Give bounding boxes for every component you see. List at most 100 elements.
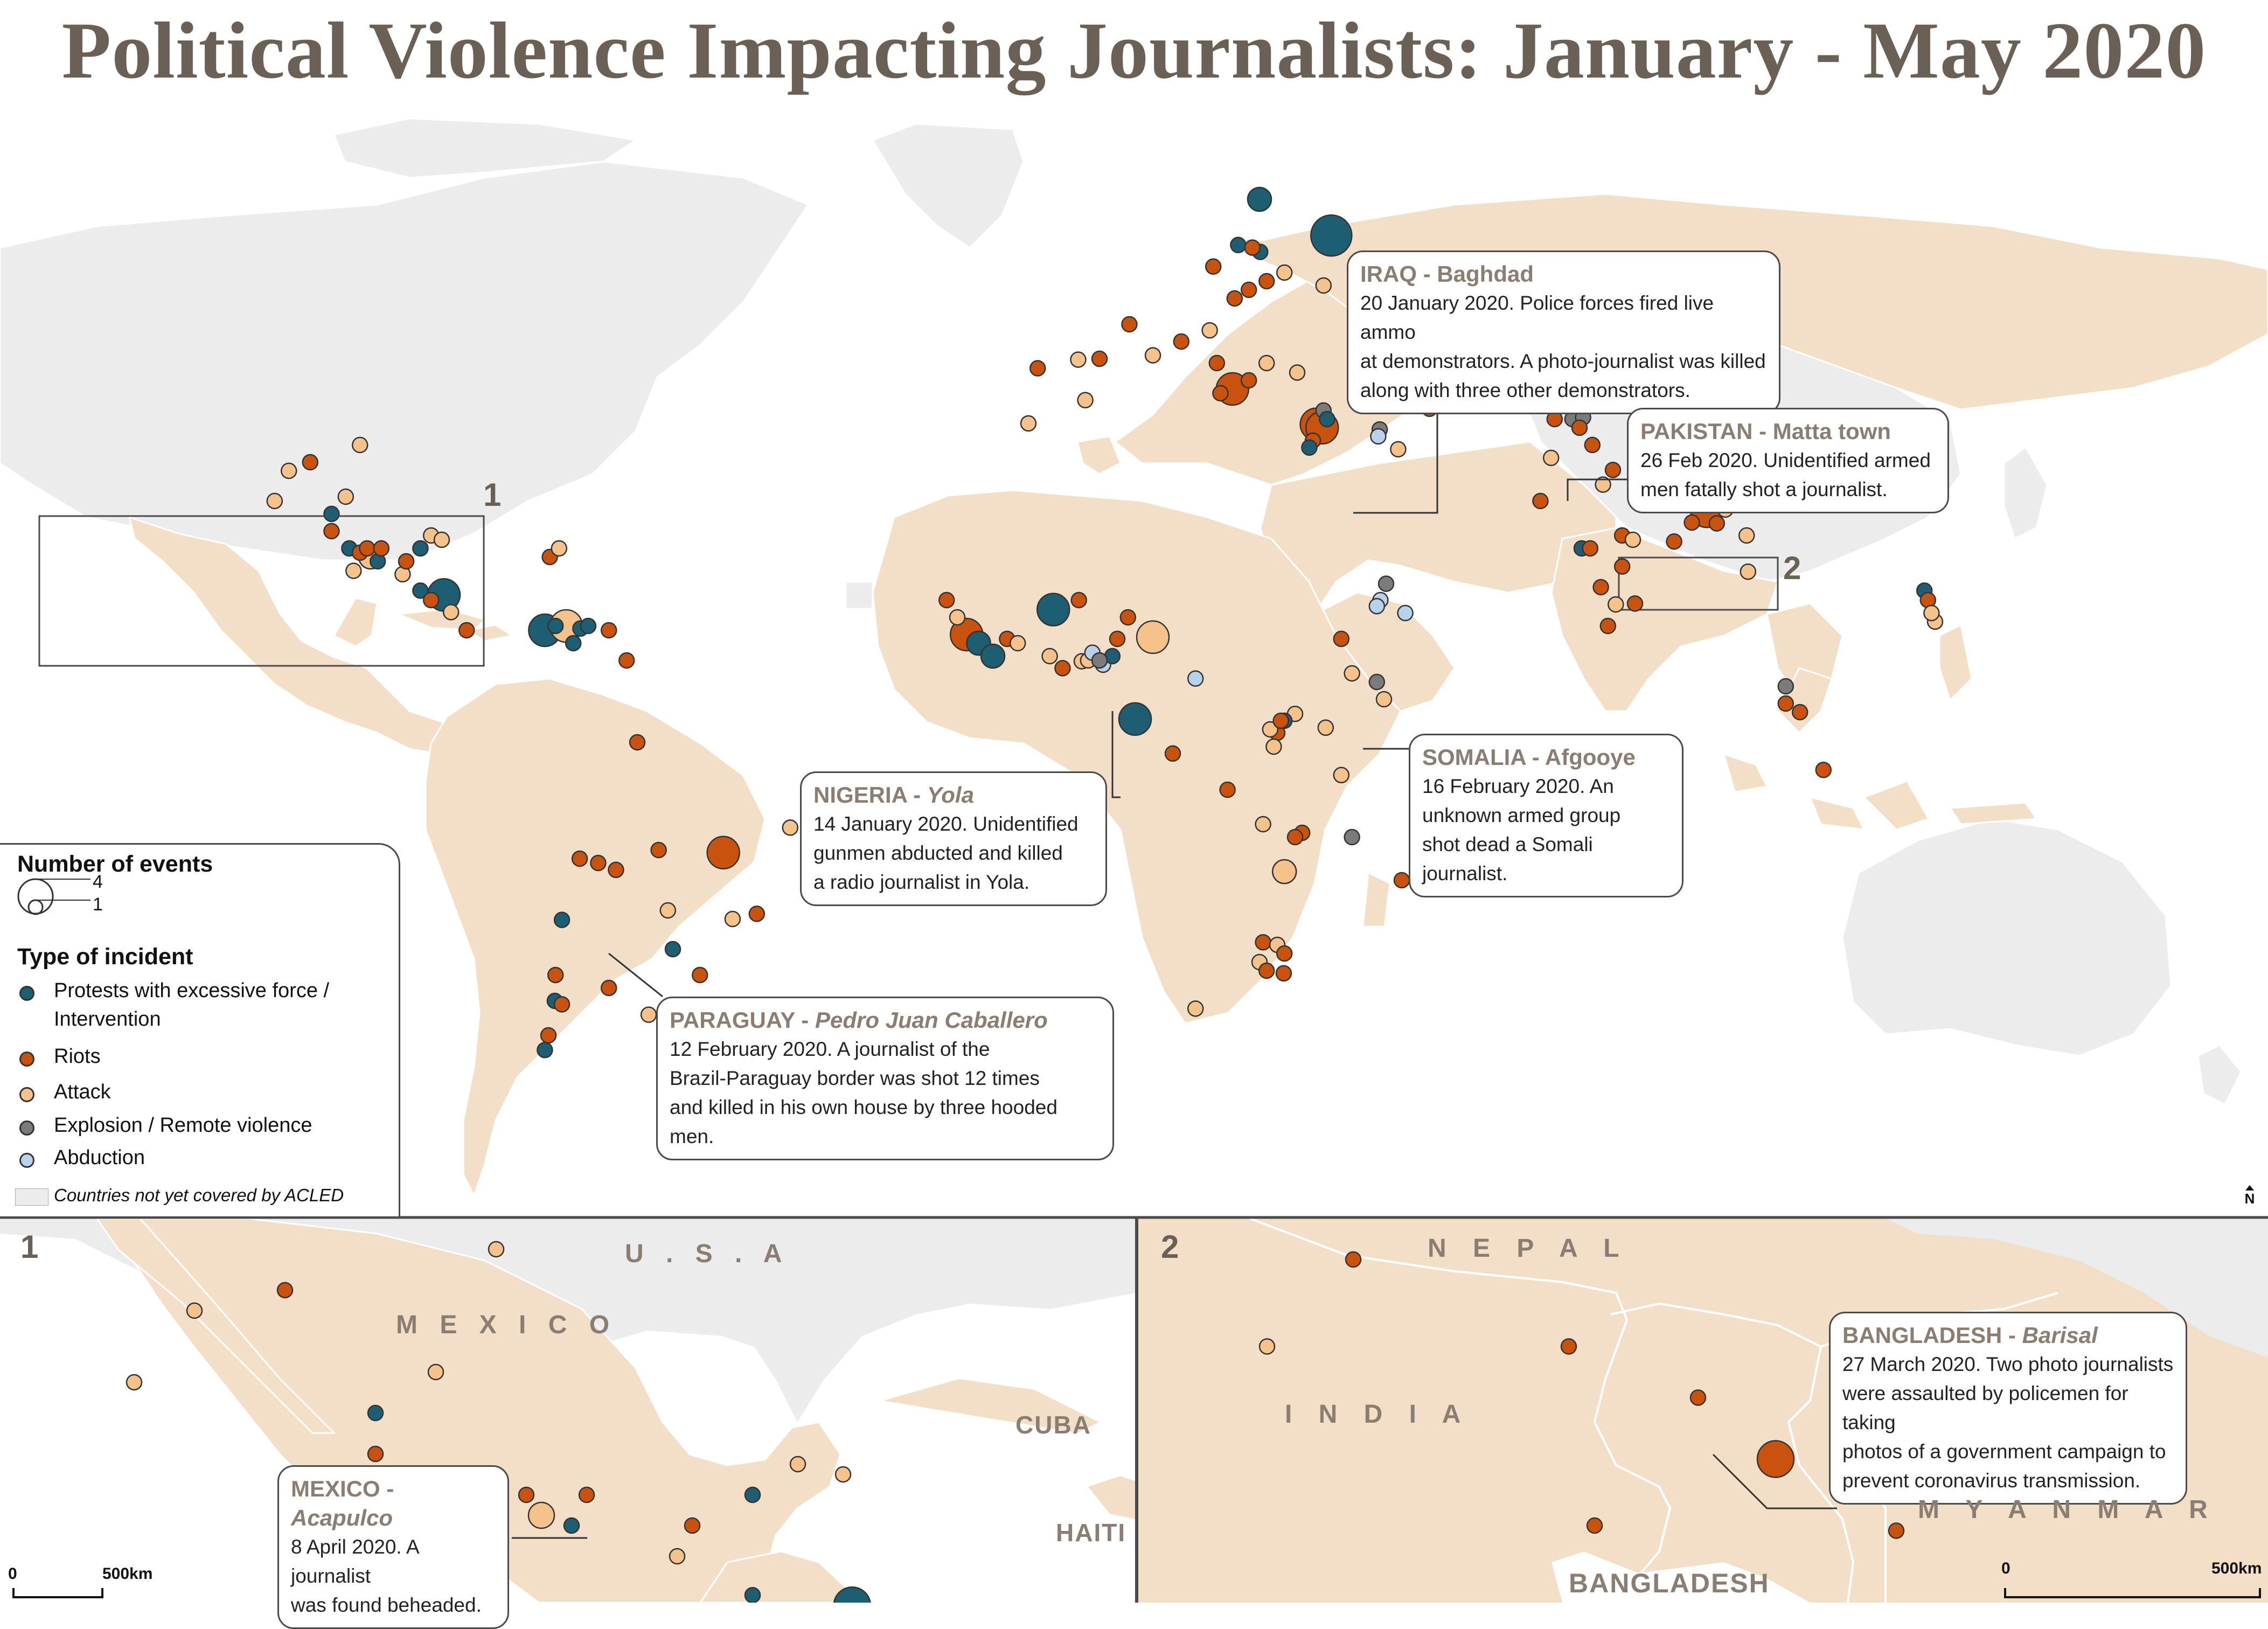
inset1-event-marker-attack (126, 1374, 143, 1391)
event-marker-riots (600, 622, 617, 639)
scale2-zero: 0 (2001, 1560, 2010, 1577)
scale2-distance: 500km (2211, 1560, 2262, 1577)
event-marker-riots (1091, 350, 1108, 367)
inset1-haiti-label: HAITI (1056, 1519, 1126, 1547)
inset1-marker-main: 1 (483, 477, 502, 513)
event-marker-attack (1020, 415, 1037, 432)
event-marker-riots (547, 966, 564, 984)
event-marker-protests (1036, 593, 1070, 626)
inset1-event-marker-riots (684, 1517, 701, 1534)
event-marker-protests (1319, 410, 1335, 428)
event-marker-riots (1275, 965, 1292, 982)
event-marker-explosion (1368, 673, 1386, 691)
inset1-event-marker-riots (367, 1445, 384, 1463)
inset2-china-uncovered (1886, 1219, 2268, 1358)
event-marker-riots (1226, 290, 1243, 307)
event-marker-riots (1244, 239, 1261, 256)
event-marker-riots (1109, 630, 1126, 648)
event-marker-attack (1344, 665, 1360, 682)
event-marker-attack (351, 436, 368, 454)
event-marker-protests (565, 635, 582, 652)
inset2-event-marker-attack (1258, 1338, 1276, 1355)
event-marker-riots (1571, 419, 1588, 436)
callout-pakistan-place: Matta town (1772, 419, 1891, 444)
event-marker-protests (664, 941, 681, 958)
inset2-event-marker-riots (1756, 1440, 1795, 1478)
event-marker-riots (706, 836, 740, 870)
inset1-event-marker-attack (834, 1466, 852, 1483)
callout-nigeria-place: Yola (927, 782, 974, 807)
event-marker-attack (1276, 264, 1293, 281)
event-marker-attack (1271, 859, 1297, 885)
inset1-event-marker-riots (578, 1486, 595, 1503)
inset1-mexico-land (107, 1219, 841, 1603)
event-marker-attack (1333, 767, 1350, 784)
callout-iraq-line2: at demonstrators. A photo-journalist was… (1360, 350, 1766, 372)
event-marker-riots (1258, 962, 1275, 979)
inset1-map (0, 1219, 1136, 1603)
inset1-event-marker-attack (427, 1363, 444, 1381)
event-marker-attack (1608, 596, 1624, 613)
event-marker-riots (323, 523, 340, 540)
event-marker-riots (1205, 258, 1222, 275)
callout-mexico-country: MEXICO (291, 1476, 380, 1501)
inset1-event-marker-protests (744, 1486, 761, 1503)
legend-attack-label: Attack (54, 1081, 111, 1103)
callout-leaders (608, 380, 1632, 998)
event-marker-attack (1738, 527, 1755, 544)
event-marker-attack (1542, 449, 1560, 467)
event-marker-riots (398, 553, 415, 570)
inset1-event-marker-attack (669, 1548, 686, 1565)
event-marker-riots (302, 454, 319, 471)
callout-pakistan: PAKISTAN - Matta town 26 Feb 2020. Unide… (1627, 408, 1949, 513)
event-marker-attack (337, 488, 354, 505)
grey-dot-icon (19, 1120, 34, 1136)
event-marker-attack (1317, 719, 1334, 736)
inset1-event-marker-protests (744, 1586, 761, 1603)
event-marker-riots (1333, 630, 1350, 648)
event-marker-attack (1923, 604, 1940, 622)
inset2-event-marker-riots (1586, 1517, 1603, 1534)
inset1-event-marker-protests (367, 1404, 384, 1422)
callout-nigeria-country: NIGERIA (813, 782, 907, 807)
callout-mexico-place: Acapulco (291, 1505, 393, 1530)
event-marker-protests (1301, 439, 1318, 456)
peach-dot-icon (19, 1087, 34, 1102)
inset1-event-marker-attack (186, 1302, 203, 1319)
callout-somalia-line3: shot dead a Somali journalist. (1422, 833, 1593, 885)
callout-somalia-country: SOMALIA (1422, 744, 1526, 770)
event-marker-riots (1121, 316, 1138, 333)
callout-somalia-place: Afgooye (1545, 744, 1636, 770)
event-marker-riots (1791, 704, 1808, 721)
scale-bar-1 (12, 1588, 103, 1598)
event-marker-riots (571, 850, 588, 867)
event-marker-attack (724, 910, 741, 928)
event-marker-riots (748, 906, 766, 922)
callout-iraq-line1: 20 January 2020. Police forces fired liv… (1360, 292, 1714, 343)
event-marker-attack (1390, 441, 1407, 458)
event-marker-riots (1592, 579, 1609, 596)
page-title: Political Violence Impacting Journalists… (61, 6, 2207, 95)
inset1-usa-label: U . S . A (625, 1240, 790, 1268)
inset1-event-marker-riots (518, 1486, 535, 1503)
event-marker-attack (551, 540, 568, 557)
callout-iraq-country: IRAQ (1360, 261, 1417, 287)
inset1-central-am (699, 1550, 864, 1603)
event-marker-riots (373, 540, 390, 557)
event-marker-attack (1255, 816, 1271, 833)
event-marker-protests (1247, 186, 1272, 212)
inset1-haiti (1088, 1476, 1136, 1519)
callout-somalia: SOMALIA - Afgooye 16 February 2020. An u… (1409, 734, 1683, 897)
callout-pakistan-line1: 26 Feb 2020. Unidentified armed (1640, 449, 1931, 471)
event-marker-riots (1240, 372, 1257, 389)
event-marker-riots (600, 979, 617, 997)
event-marker-riots (1219, 781, 1236, 798)
lightblue-dot-icon (19, 1153, 34, 1168)
callout-mexico-line1: 8 April 2020. A journalist (291, 1536, 419, 1587)
event-marker-attack (1595, 476, 1611, 493)
orange-dot-icon (19, 1052, 34, 1067)
event-marker-protests (547, 617, 564, 635)
inset1-event-marker-attack (527, 1501, 555, 1529)
event-marker-explosion (1777, 678, 1794, 695)
event-marker-protests (1230, 236, 1247, 254)
